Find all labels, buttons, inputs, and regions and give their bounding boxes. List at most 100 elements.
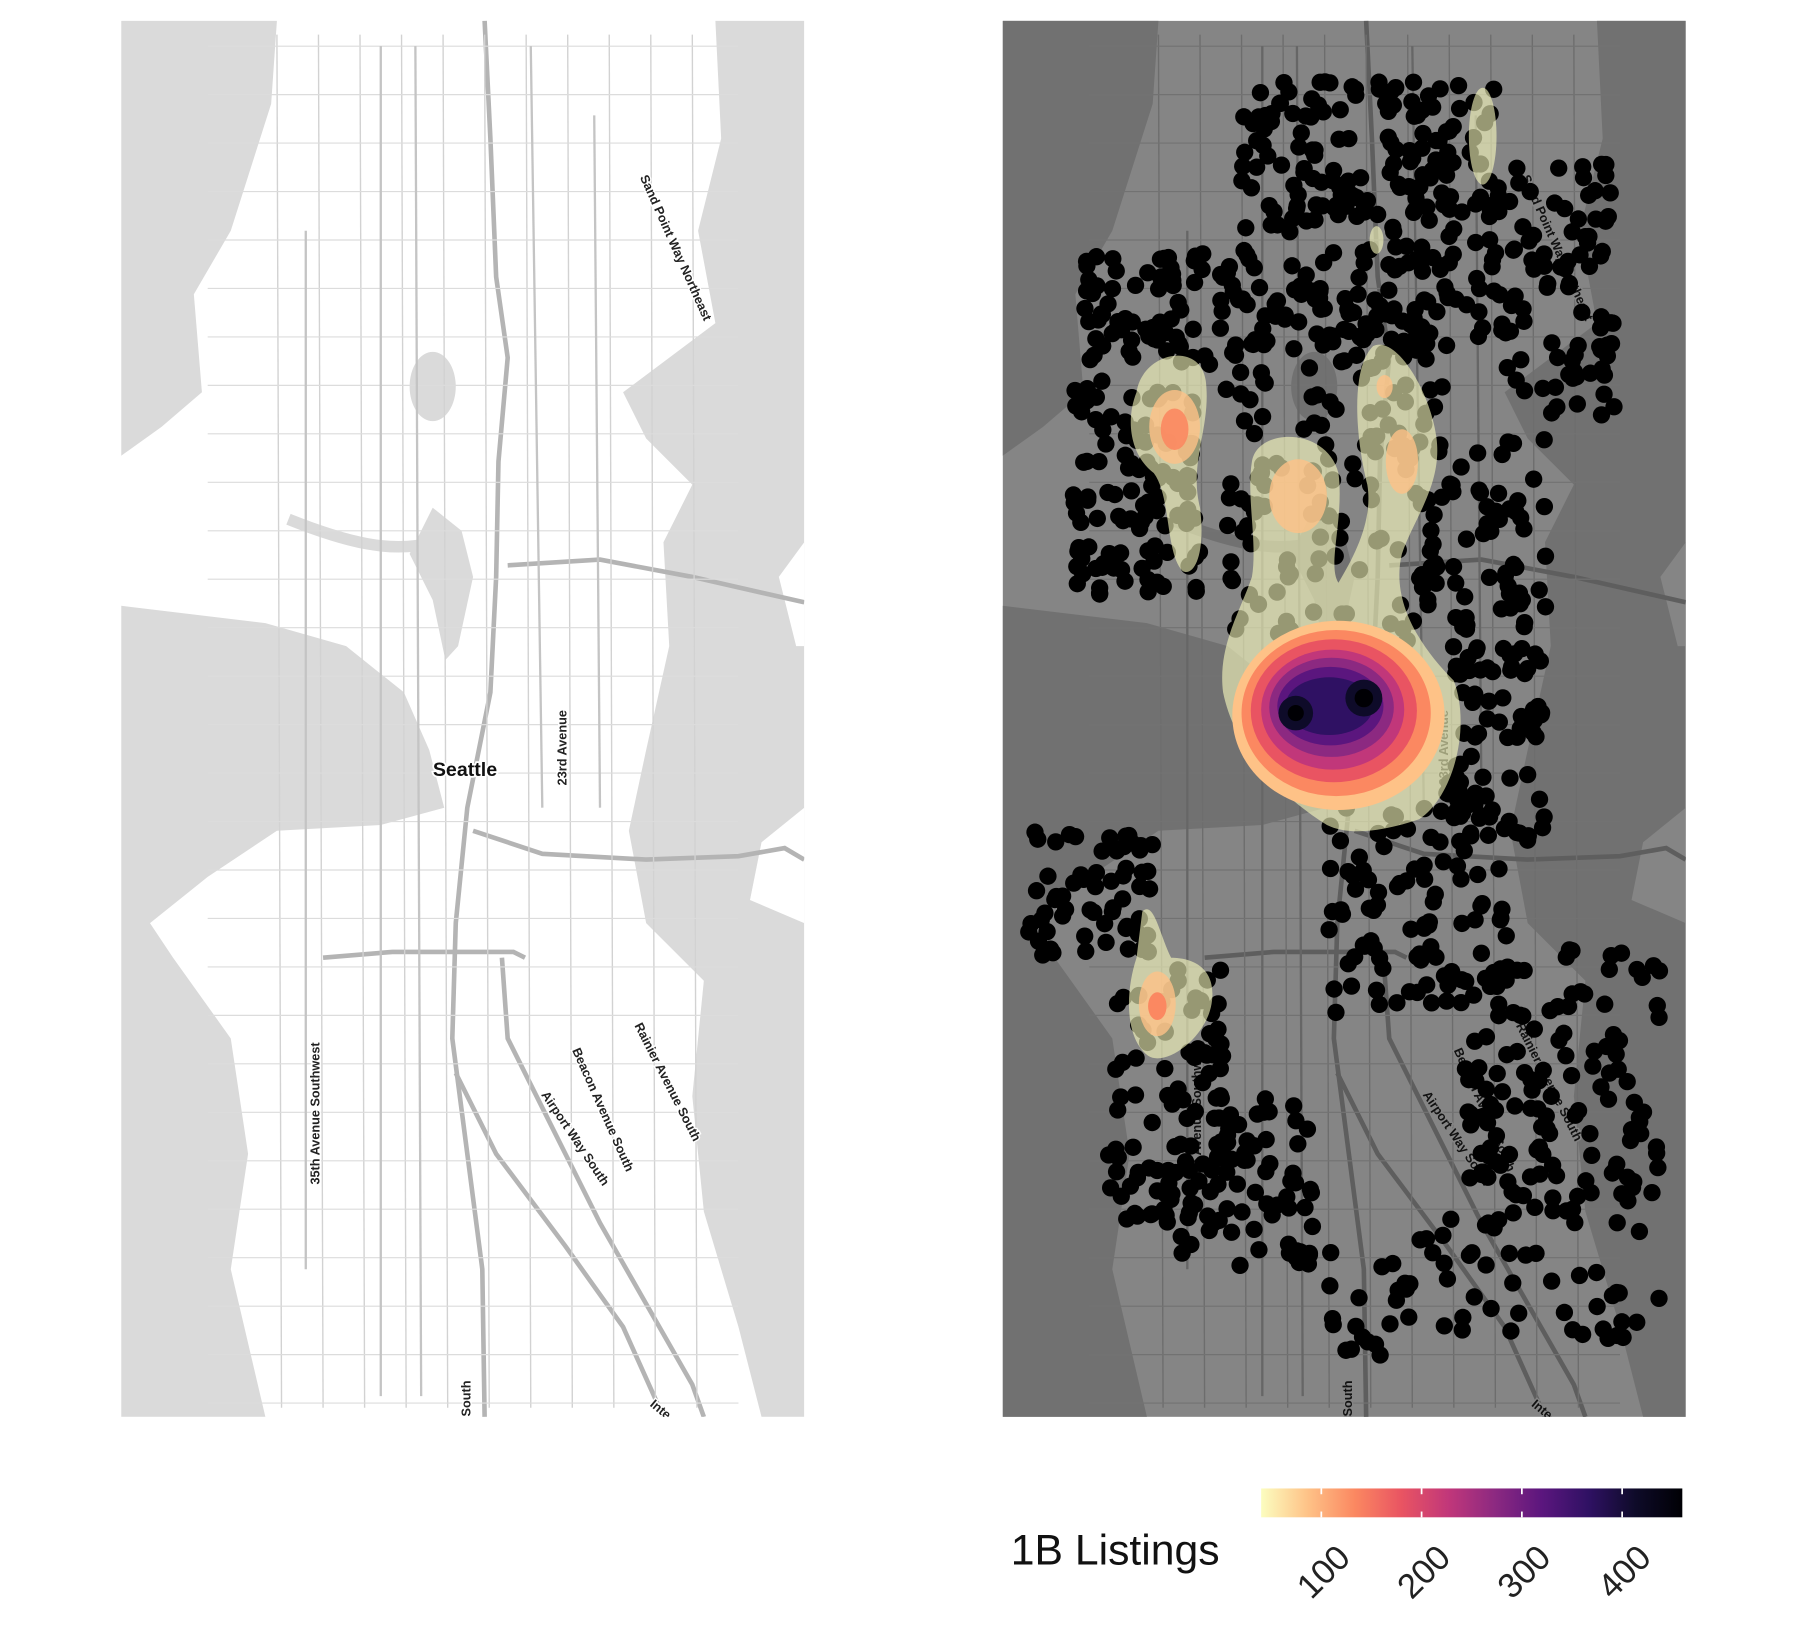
listing-point: [1469, 865, 1487, 884]
listing-point: [1220, 1120, 1238, 1138]
listing-point: [1156, 1059, 1174, 1078]
listing-point: [1190, 1172, 1208, 1190]
listing-point: [1103, 279, 1122, 298]
listing-point: [1408, 181, 1426, 199]
listing-point: [1440, 200, 1459, 218]
listing-point: [1346, 470, 1364, 488]
listing-point: [1256, 307, 1274, 325]
listing-point: [1595, 366, 1614, 384]
listing-point: [1524, 723, 1542, 742]
street-line: [650, 34, 657, 1408]
listing-point: [1417, 350, 1435, 368]
listing-point: [1244, 335, 1262, 354]
listing-point: [1566, 346, 1584, 364]
listing-point: [1237, 219, 1255, 237]
listing-point: [1486, 244, 1505, 262]
listing-point: [1488, 1064, 1506, 1083]
listing-point: [1444, 638, 1463, 656]
listing-point: [1435, 967, 1454, 985]
listing-point: [1385, 155, 1403, 173]
listing-point: [1077, 942, 1095, 961]
listing-point: [1387, 140, 1405, 159]
listing-point: [1433, 378, 1451, 396]
listing-point: [1228, 1175, 1246, 1193]
listing-point: [1112, 321, 1131, 339]
listing-point: [1550, 159, 1568, 177]
listing-point: [1034, 946, 1052, 964]
colorbar-tick-label: 100: [1290, 1538, 1358, 1606]
listing-point: [1350, 1289, 1368, 1307]
listing-point: [1454, 684, 1472, 702]
listing-point: [1536, 547, 1555, 565]
listing-point: [1222, 475, 1240, 493]
listing-point: [1020, 923, 1038, 941]
listing-point: [1212, 291, 1230, 310]
listing-point: [1038, 922, 1056, 941]
listing-point: [1450, 99, 1469, 118]
listing-point: [1340, 304, 1358, 323]
listing-point: [1506, 1097, 1524, 1115]
listing-point: [1053, 887, 1072, 905]
listing-point: [1250, 278, 1269, 297]
listing-point: [1339, 955, 1357, 973]
listing-point: [1437, 336, 1456, 355]
listing-point: [1497, 927, 1515, 945]
listing-point: [1534, 379, 1552, 398]
listing-point: [1493, 1083, 1512, 1101]
listing-point: [1087, 248, 1106, 266]
listing-point: [1478, 498, 1496, 516]
listing-point: [1609, 1060, 1627, 1078]
listing-point: [1397, 237, 1416, 255]
listing-point: [1154, 577, 1172, 596]
listing-point: [1295, 163, 1313, 181]
listing-point: [1455, 842, 1473, 860]
listing-point: [1370, 995, 1389, 1013]
listing-point: [1510, 824, 1529, 842]
listing-point: [1592, 155, 1611, 174]
listing-point: [1448, 857, 1467, 875]
listing-point: [1592, 406, 1611, 424]
listing-point: [1461, 824, 1480, 842]
listing-point: [1470, 279, 1489, 298]
listing-point: [1444, 245, 1462, 263]
listing-point: [1171, 338, 1189, 356]
listing-point: [1600, 960, 1618, 979]
listing-point: [1301, 1180, 1320, 1199]
listing-point: [1550, 1031, 1568, 1049]
listing-point: [1133, 863, 1151, 881]
listing-point: [1259, 147, 1277, 165]
listing-point: [1366, 291, 1384, 309]
listing-point: [1307, 196, 1325, 214]
listing-point: [1303, 1217, 1322, 1236]
listing-point: [1287, 1112, 1305, 1130]
listing-point: [1631, 1113, 1649, 1131]
listing-point: [1467, 233, 1485, 252]
listing-point: [1320, 921, 1338, 939]
listing-point: [1101, 1179, 1120, 1197]
contour: [1148, 992, 1167, 1020]
listing-point: [1235, 412, 1254, 430]
listing-point: [1375, 837, 1393, 856]
listing-point: [1535, 497, 1554, 516]
listing-point: [1388, 877, 1407, 896]
listing-point: [1203, 1161, 1221, 1179]
listing-point: [1306, 211, 1324, 229]
listing-point: [1093, 372, 1111, 390]
listing-point: [1584, 1057, 1602, 1075]
listing-point: [1444, 558, 1463, 576]
listing-point: [1221, 1106, 1240, 1124]
listing-point: [1102, 872, 1120, 890]
listing-point: [1201, 1183, 1219, 1201]
listing-point: [1648, 996, 1666, 1015]
listing-point: [1185, 1196, 1204, 1214]
listing-point: [1305, 414, 1323, 432]
listing-point: [1380, 281, 1398, 299]
listing-point: [1472, 897, 1490, 915]
listing-point: [1437, 992, 1456, 1010]
listing-point: [1320, 326, 1339, 344]
listing-point: [1463, 1244, 1481, 1262]
listing-point: [1224, 282, 1242, 301]
listing-point: [1405, 107, 1423, 125]
listing-point: [1416, 915, 1434, 934]
listing-point: [1127, 1049, 1145, 1067]
